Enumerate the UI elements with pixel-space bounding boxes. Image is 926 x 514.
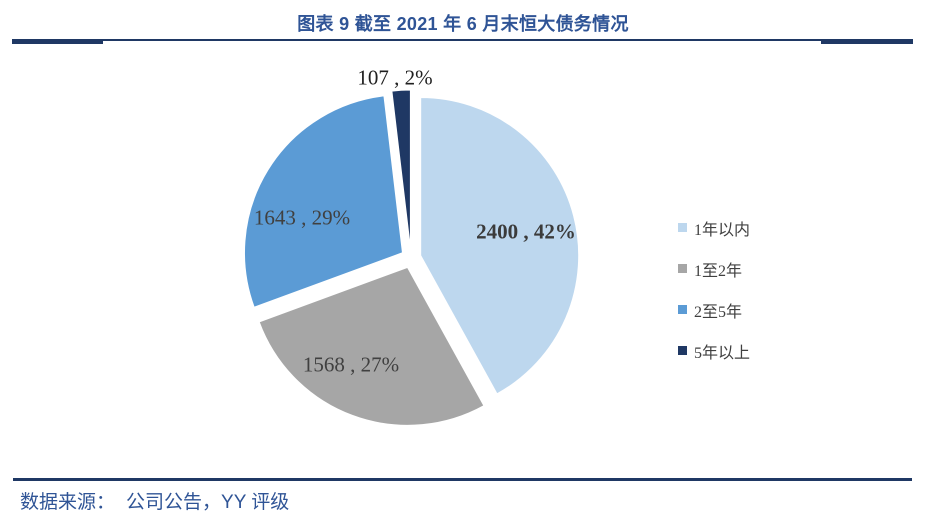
slice-label-within-1-year: 2400 , 42% — [476, 219, 576, 244]
pie-svg — [244, 89, 580, 426]
pie-slice-0 — [420, 96, 580, 395]
data-source-line: 数据来源： 公司公告，YY 评级 — [20, 487, 289, 514]
pie-slice-1 — [258, 266, 485, 426]
legend-swatch-icon — [678, 264, 687, 273]
slice-label-2-to-5-years: 1643 , 29% — [253, 205, 351, 230]
header-rule-thick-right — [821, 39, 913, 44]
legend-item-2-to-5-years: 2至5年 — [678, 289, 750, 330]
legend-label: 2至5年 — [694, 303, 743, 321]
legend-swatch-icon — [678, 305, 687, 314]
legend-label: 1年以内 — [694, 221, 751, 239]
legend-item-within-1-year: 1年以内 — [678, 207, 750, 248]
legend-label: 1至2年 — [694, 262, 743, 280]
legend-item-1-to-2-years: 1至2年 — [678, 248, 750, 289]
legend-label: 5年以上 — [694, 344, 751, 362]
slice-label-1-to-2-years: 1568 , 27% — [302, 352, 400, 377]
header-rule-thick-left — [12, 39, 103, 44]
pie-slice-3 — [391, 89, 411, 249]
legend-item-over-5-years: 5年以上 — [678, 330, 750, 371]
header-rule-thin — [12, 39, 913, 41]
footer-rule — [13, 478, 912, 481]
chart-title: 图表 9 截至 2021 年 6 月末恒大债务情况 — [297, 14, 629, 34]
slice-label-over-5-years: 107 , 2% — [357, 65, 433, 90]
legend-swatch-icon — [678, 223, 687, 232]
legend-swatch-icon — [678, 346, 687, 355]
source-value: 公司公告，YY 评级 — [126, 492, 290, 513]
pie-chart: 2400 , 42% 1568 , 27% 1643 , 29% 107 , 2… — [0, 45, 926, 470]
source-label: 数据来源： — [20, 492, 116, 513]
legend: 1年以内 1至2年 2至5年 5年以上 — [678, 207, 750, 371]
pie-slice-2 — [244, 95, 404, 308]
